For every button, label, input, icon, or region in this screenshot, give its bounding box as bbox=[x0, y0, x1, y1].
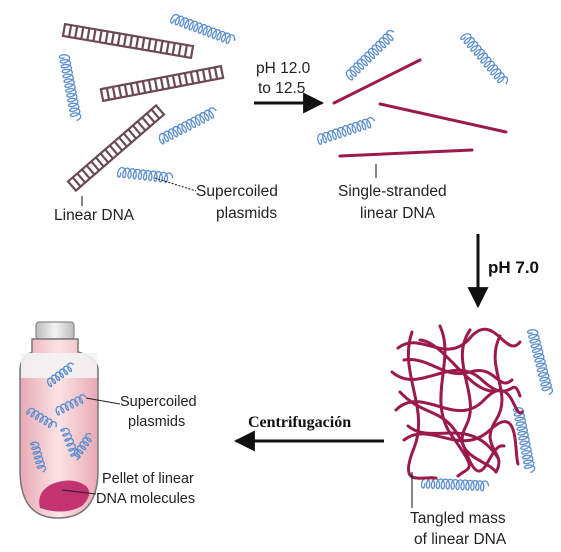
plasmid-coil bbox=[29, 441, 47, 473]
tangled-strand bbox=[394, 389, 524, 415]
plasmid-coil bbox=[26, 407, 57, 429]
plasmid-coil bbox=[526, 329, 554, 396]
tube-top-clear bbox=[21, 353, 97, 378]
plasmid-coil bbox=[420, 477, 490, 492]
label-ph-high-range: to 12.5 bbox=[258, 80, 305, 97]
label-pellet: Pellet of linear bbox=[102, 471, 194, 487]
ss-dna-strand bbox=[338, 148, 474, 158]
tangled-strand bbox=[396, 328, 522, 351]
plasmid-coil bbox=[58, 54, 82, 122]
label-centrifugation: Centrifugación bbox=[248, 414, 351, 431]
linear-dna-ladder bbox=[61, 22, 195, 60]
tangled-strand bbox=[406, 330, 438, 480]
single-stranded-dna bbox=[332, 58, 508, 158]
plasmid-coil bbox=[170, 13, 236, 45]
tube-cap bbox=[35, 321, 75, 340]
label-linear-dna: Linear DNA bbox=[54, 207, 135, 224]
tangled-strand bbox=[398, 390, 506, 473]
plasmid-coil bbox=[116, 166, 174, 184]
plasmid-coil bbox=[55, 394, 87, 416]
pellet bbox=[39, 480, 90, 512]
label-tangled-linear: of linear DNA bbox=[414, 531, 507, 548]
label-plasmids: plasmids bbox=[216, 205, 277, 222]
label-ph-high: pH 12.0 bbox=[256, 60, 311, 77]
leader-lines bbox=[61, 164, 413, 508]
linear-dna-ladder bbox=[66, 103, 166, 193]
label-tube-plasmids: plasmids bbox=[128, 414, 185, 430]
tangled-dna-mass bbox=[390, 324, 524, 480]
tangled-strand bbox=[390, 368, 522, 398]
label-tube-supercoiled: Supercoiled bbox=[120, 394, 197, 410]
label-tangled: Tangled mass bbox=[410, 510, 506, 527]
label-single-stranded: Single-stranded bbox=[338, 183, 447, 200]
linear-dna-ladder bbox=[99, 64, 225, 103]
tangled-strand bbox=[402, 358, 514, 385]
supercoiled-plasmids bbox=[58, 13, 554, 492]
label-supercoiled: Supercoiled bbox=[196, 183, 278, 200]
plasmid-coil bbox=[317, 117, 376, 146]
linear-dna-ladders bbox=[61, 22, 225, 193]
plasmid-coil bbox=[460, 33, 509, 85]
tangled-strand bbox=[418, 338, 502, 393]
plasmid-coil bbox=[345, 29, 395, 81]
ss-dna-strand bbox=[332, 58, 422, 105]
ss-dna-strand bbox=[378, 102, 508, 134]
plasmid-coil bbox=[46, 362, 75, 388]
label-single-stranded-linear: linear DNA bbox=[360, 205, 436, 222]
label-pellet-molecules: DNA molecules bbox=[96, 491, 195, 507]
tangled-strand bbox=[460, 328, 498, 474]
centrifuge-tube bbox=[19, 321, 99, 519]
label-ph-neutral: pH 7.0 bbox=[488, 258, 539, 277]
tangled-strand bbox=[406, 424, 500, 460]
tube-plasmids bbox=[26, 362, 92, 473]
plasmid-coil bbox=[512, 407, 536, 474]
plasmid-coil bbox=[158, 107, 217, 145]
plasmid-coil bbox=[73, 432, 92, 459]
